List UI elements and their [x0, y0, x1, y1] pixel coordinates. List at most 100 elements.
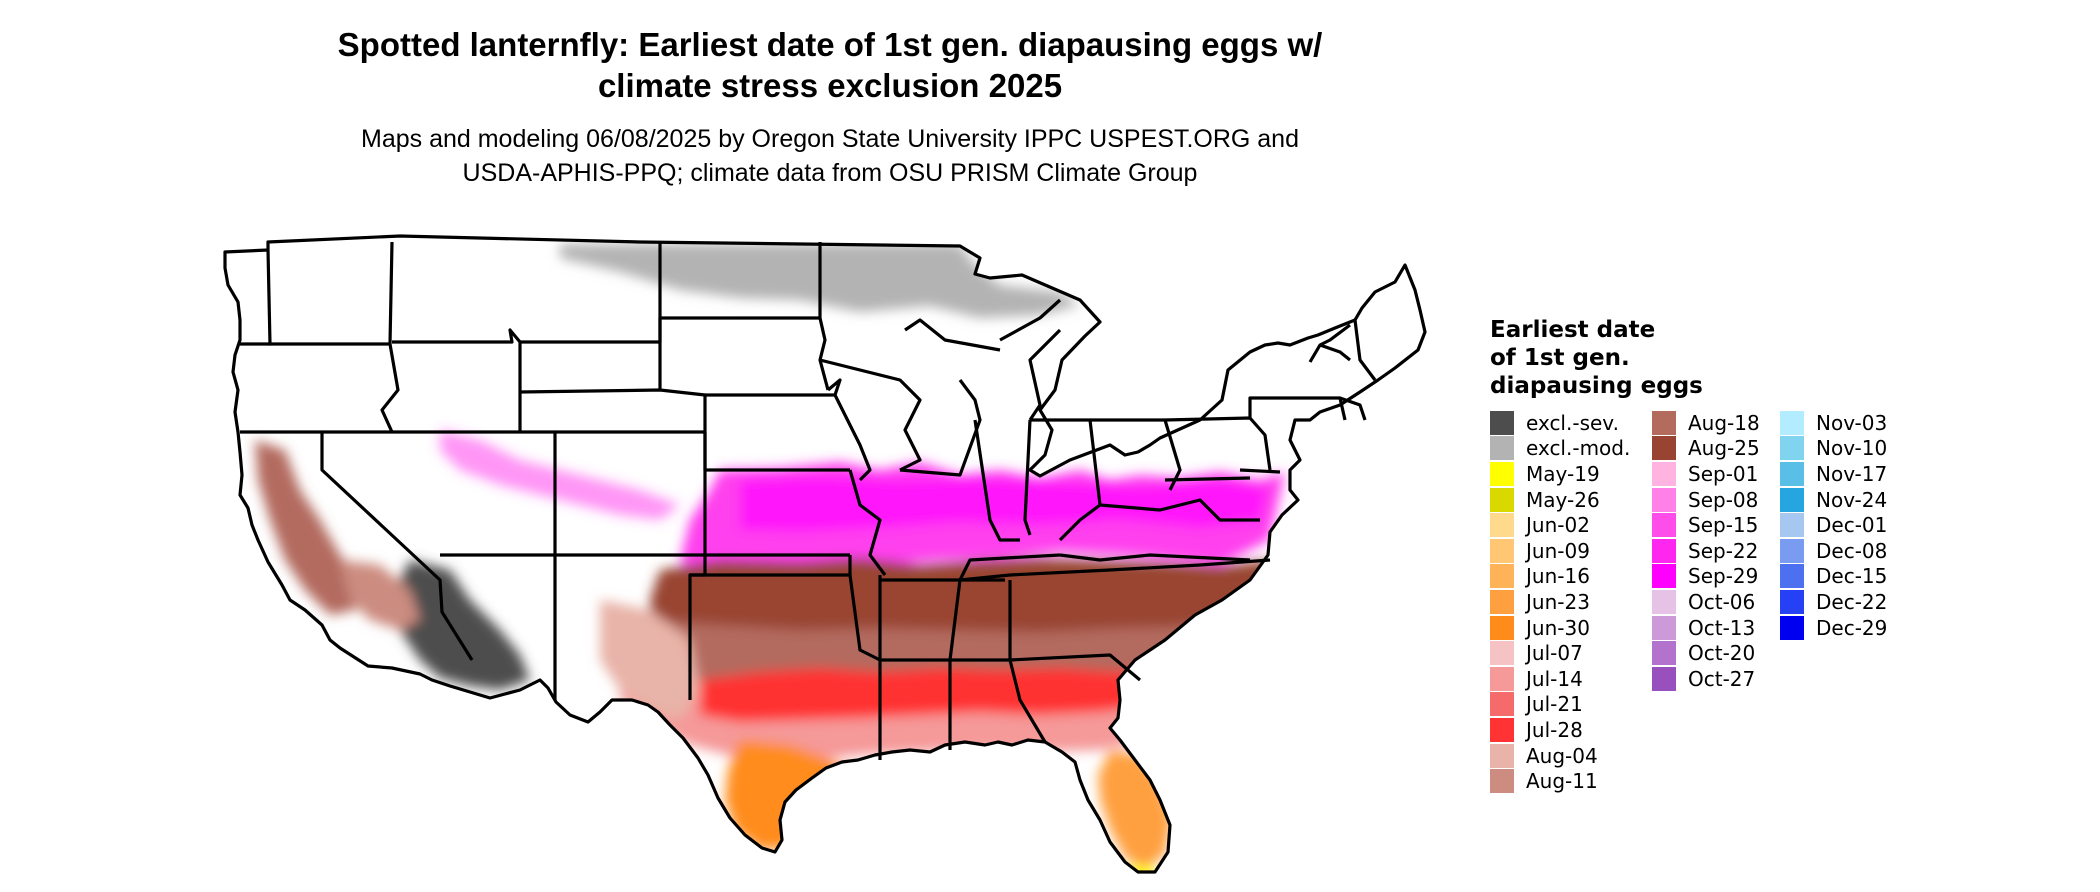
map-title-line-2: climate stress exclusion 2025	[597, 67, 1063, 104]
legend-swatch	[1490, 487, 1514, 512]
legend-label: Nov-10	[1816, 436, 1888, 461]
legend-swatch	[1652, 615, 1676, 640]
legend-swatch	[1780, 513, 1804, 538]
legend-item: Oct-06	[1652, 589, 1780, 615]
legend-label: Sep-08	[1688, 487, 1759, 512]
legend-label: Dec-08	[1816, 538, 1888, 563]
legend-swatch	[1780, 461, 1804, 486]
legend-item: Jun-09	[1490, 538, 1652, 564]
map-subtitle-line-1: Maps and modeling 06/08/2025 by Oregon S…	[361, 125, 1299, 153]
legend-label: excl.-mod.	[1526, 436, 1631, 461]
legend-label: Oct-06	[1688, 589, 1756, 614]
legend-swatch	[1490, 666, 1514, 691]
legend-item: May-19	[1490, 461, 1652, 487]
legend-label: Dec-22	[1816, 589, 1888, 614]
legend-column: Nov-03 Nov-10 Nov-17 Nov-24 Dec-01 Dec-08 Dec-…	[1780, 410, 1908, 794]
legend-swatch	[1652, 436, 1676, 461]
legend-item: Jul-07	[1490, 640, 1652, 666]
legend-title-line-1: Earliest date	[1490, 317, 1656, 343]
legend-swatch	[1652, 564, 1676, 589]
map-title: Spotted lanternfly: Earliest date of 1st…	[230, 24, 1430, 106]
legend-swatch	[1490, 589, 1514, 614]
legend-title: Earliest date of 1st gen. diapausing egg…	[1490, 316, 1750, 400]
legend-swatch	[1490, 461, 1514, 486]
legend-label: excl.-sev.	[1526, 410, 1619, 435]
legend-label: Jun-02	[1526, 513, 1590, 538]
legend-label: Aug-04	[1526, 743, 1598, 768]
legend-title-line-2: of 1st gen.	[1490, 345, 1630, 371]
legend-item: Dec-22	[1780, 589, 1908, 615]
legend-swatch	[1780, 589, 1804, 614]
legend-item: Sep-15	[1652, 512, 1780, 538]
legend-label: Aug-18	[1688, 410, 1760, 435]
legend-item: Oct-13	[1652, 615, 1780, 641]
legend-item: Dec-08	[1780, 538, 1908, 564]
legend-swatch	[1652, 666, 1676, 691]
legend-label: Aug-25	[1688, 436, 1760, 461]
legend-item: Jul-14	[1490, 666, 1652, 692]
legend-label: Nov-17	[1816, 461, 1888, 486]
phenology-raster	[255, 244, 1285, 872]
legend-item: Jul-28	[1490, 717, 1652, 743]
legend-item: Aug-18	[1652, 410, 1780, 436]
legend-label: Oct-27	[1688, 666, 1756, 691]
legend-item: Jun-02	[1490, 512, 1652, 538]
legend-item: Oct-20	[1652, 640, 1780, 666]
legend-column: excl.-sev. excl.-mod. May-19 May-26 Jun-02 Ju…	[1490, 410, 1652, 794]
legend-label: Aug-11	[1526, 769, 1598, 794]
legend-swatch	[1652, 641, 1676, 666]
legend-item: Jun-30	[1490, 615, 1652, 641]
legend-swatch	[1652, 513, 1676, 538]
legend-label: Sep-22	[1688, 538, 1759, 563]
legend-item: May-26	[1490, 487, 1652, 513]
legend-item: excl.-mod.	[1490, 436, 1652, 462]
legend-item: Jul-21	[1490, 692, 1652, 718]
legend-swatch	[1490, 692, 1514, 717]
legend-label: Nov-03	[1816, 410, 1888, 435]
legend-swatch	[1490, 564, 1514, 589]
legend-item: excl.-sev.	[1490, 410, 1652, 436]
legend-swatch	[1490, 769, 1514, 794]
legend-swatch	[1780, 538, 1804, 563]
legend-swatch	[1652, 410, 1676, 435]
legend-label: Jun-09	[1526, 538, 1590, 563]
legend-item: Dec-01	[1780, 512, 1908, 538]
legend-label: Jul-07	[1526, 641, 1583, 666]
legend-title-line-3: diapausing eggs	[1490, 373, 1703, 399]
legend-swatch	[1490, 717, 1514, 742]
state-boundaries	[223, 234, 1427, 874]
legend-swatch	[1652, 589, 1676, 614]
legend-label: Jul-28	[1526, 717, 1583, 742]
legend: Earliest date of 1st gen. diapausing egg…	[1490, 316, 1908, 794]
legend-label: May-19	[1526, 461, 1600, 486]
map-subtitle-line-2: USDA-APHIS-PPQ; climate data from OSU PR…	[462, 159, 1198, 187]
legend-item: Aug-04	[1490, 743, 1652, 769]
legend-item: Jun-23	[1490, 589, 1652, 615]
legend-swatch	[1490, 641, 1514, 666]
legend-swatch	[1780, 615, 1804, 640]
legend-column: Aug-18 Aug-25 Sep-01 Sep-08 Sep-15 Sep-22 Sep-…	[1652, 410, 1780, 794]
legend-swatch	[1652, 538, 1676, 563]
legend-label: Sep-01	[1688, 461, 1759, 486]
legend-label: Oct-13	[1688, 615, 1756, 640]
legend-label: Nov-24	[1816, 487, 1888, 512]
legend-label: Dec-29	[1816, 615, 1888, 640]
legend-item: Sep-08	[1652, 487, 1780, 513]
legend-swatch	[1652, 461, 1676, 486]
legend-item: Dec-29	[1780, 615, 1908, 641]
legend-swatch	[1490, 436, 1514, 461]
legend-label: Dec-01	[1816, 513, 1888, 538]
legend-swatch	[1490, 538, 1514, 563]
legend-label: Jun-30	[1526, 615, 1590, 640]
legend-item: Sep-22	[1652, 538, 1780, 564]
legend-item: Oct-27	[1652, 666, 1780, 692]
legend-swatch	[1490, 410, 1514, 435]
legend-swatch	[1652, 487, 1676, 512]
legend-item: Nov-03	[1780, 410, 1908, 436]
legend-label: Sep-15	[1688, 513, 1759, 538]
legend-label: Jun-23	[1526, 589, 1590, 614]
legend-label: Dec-15	[1816, 564, 1888, 589]
legend-swatch	[1780, 410, 1804, 435]
